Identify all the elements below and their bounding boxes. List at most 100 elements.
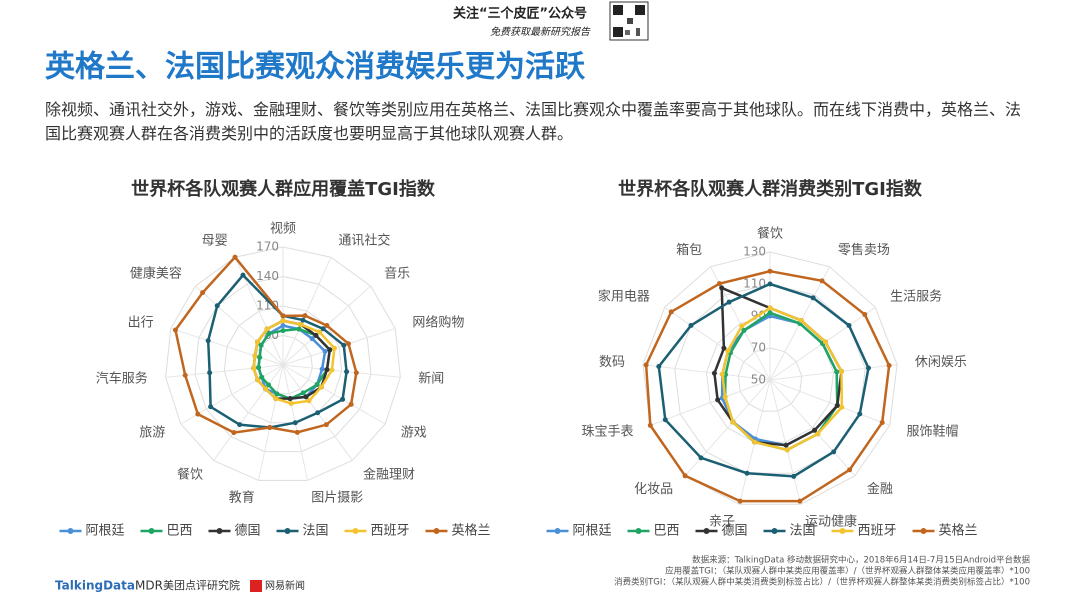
series-line (174, 255, 358, 434)
source-line: 消费类别TGI：（某队观赛人群中某类消费类别标签占比）/（世界杯观赛人群整体某类… (614, 577, 1030, 588)
point (815, 431, 821, 437)
point (200, 290, 206, 296)
series-line (644, 269, 891, 503)
legend-label: 德国 (722, 524, 748, 539)
legend-label: 西班牙 (858, 524, 897, 539)
category-label: 游戏 (401, 426, 427, 441)
point (263, 386, 269, 392)
spoke (650, 379, 771, 426)
point (251, 365, 257, 371)
legend-label: 英格兰 (939, 523, 978, 539)
category-label: 亲子 (709, 514, 735, 529)
point (317, 329, 323, 335)
point (274, 391, 280, 397)
spoke (213, 364, 284, 461)
point (294, 429, 300, 435)
legend-label: 法国 (303, 524, 329, 539)
legend-swatch (920, 528, 927, 534)
point (721, 345, 727, 351)
source-notes: 数据来源：TalkingData 移动数据研究中心，2018年6月14日-7月1… (614, 555, 1030, 588)
category-label: 家用电器 (598, 289, 650, 305)
description: 除视频、通讯社交外，游戏、金融理财、餐饮等类别应用在英格兰、法国比赛观众中覆盖率… (45, 100, 1022, 143)
point (256, 365, 262, 371)
point (643, 362, 649, 368)
point (324, 323, 330, 329)
legend-swatch (703, 528, 710, 534)
point (231, 430, 237, 436)
category-label: 化妆品 (634, 482, 673, 497)
slide-title: 英格兰、法国比赛观众消费娱乐更为活跃 (45, 50, 586, 85)
category-label: 网络购物 (412, 314, 464, 330)
point (838, 368, 844, 374)
legend-swatch (284, 528, 291, 534)
logo: MDR (135, 579, 163, 593)
point (280, 323, 286, 329)
point (810, 295, 816, 301)
point (324, 367, 330, 373)
point (273, 396, 279, 402)
point (266, 382, 272, 388)
point (831, 449, 837, 455)
legend-swatch (67, 528, 74, 534)
legend-swatch (839, 528, 846, 534)
point (258, 342, 264, 348)
point (205, 338, 211, 344)
brand: 关注“三个皮匠”公众号 (453, 6, 587, 22)
point (719, 285, 725, 291)
point (313, 332, 319, 338)
point (315, 410, 321, 416)
spoke (769, 379, 802, 505)
point (879, 420, 885, 426)
point (172, 327, 178, 333)
legend-swatch (216, 528, 223, 534)
point (254, 377, 260, 383)
point (834, 369, 840, 375)
point (296, 326, 302, 332)
point (711, 370, 717, 376)
point (257, 354, 263, 360)
point (306, 398, 312, 404)
point (682, 473, 688, 479)
point (288, 400, 294, 406)
point (698, 455, 704, 461)
point (752, 439, 758, 445)
point (331, 345, 337, 351)
qr-code (609, 1, 649, 41)
point (722, 394, 728, 400)
spoke (194, 285, 284, 366)
point (783, 442, 789, 448)
point (345, 341, 351, 347)
spoke (282, 256, 332, 366)
point (298, 322, 304, 328)
point (819, 278, 825, 284)
point (716, 281, 722, 287)
grid-ring (194, 275, 372, 453)
logo: 网易新闻 (265, 579, 305, 592)
spoke (769, 379, 856, 477)
legend-swatch (148, 528, 155, 534)
legend-swatch (554, 528, 561, 534)
point (730, 419, 736, 425)
spoke (257, 364, 284, 481)
chart-title: 世界杯各队观赛人群应用覆盖TGI指数 (131, 178, 436, 200)
point (862, 312, 868, 318)
category-label: 零售卖场 (838, 242, 890, 258)
r-tick-label: 50 (751, 373, 766, 387)
source-line: 应用覆盖TGI：（某队观赛人群中某类应用覆盖率）/（世界杯观赛人群整体某类应用覆… (665, 566, 1030, 577)
legend-label: 阿根廷 (86, 524, 125, 539)
spoke (769, 364, 898, 381)
category-label: 教育 (229, 490, 255, 506)
point (725, 348, 731, 354)
source-line: 数据来源：TalkingData 移动数据研究中心，2018年6月14日-7月1… (692, 555, 1030, 566)
point (267, 425, 273, 431)
point (741, 327, 747, 333)
series-line (206, 273, 348, 429)
category-label: 餐饮 (757, 226, 783, 242)
point (207, 370, 213, 376)
legend-swatch (352, 528, 359, 534)
series-line (721, 306, 844, 452)
category-label: 健康美容 (130, 265, 182, 281)
grid-ring (253, 334, 313, 395)
point (791, 473, 797, 479)
